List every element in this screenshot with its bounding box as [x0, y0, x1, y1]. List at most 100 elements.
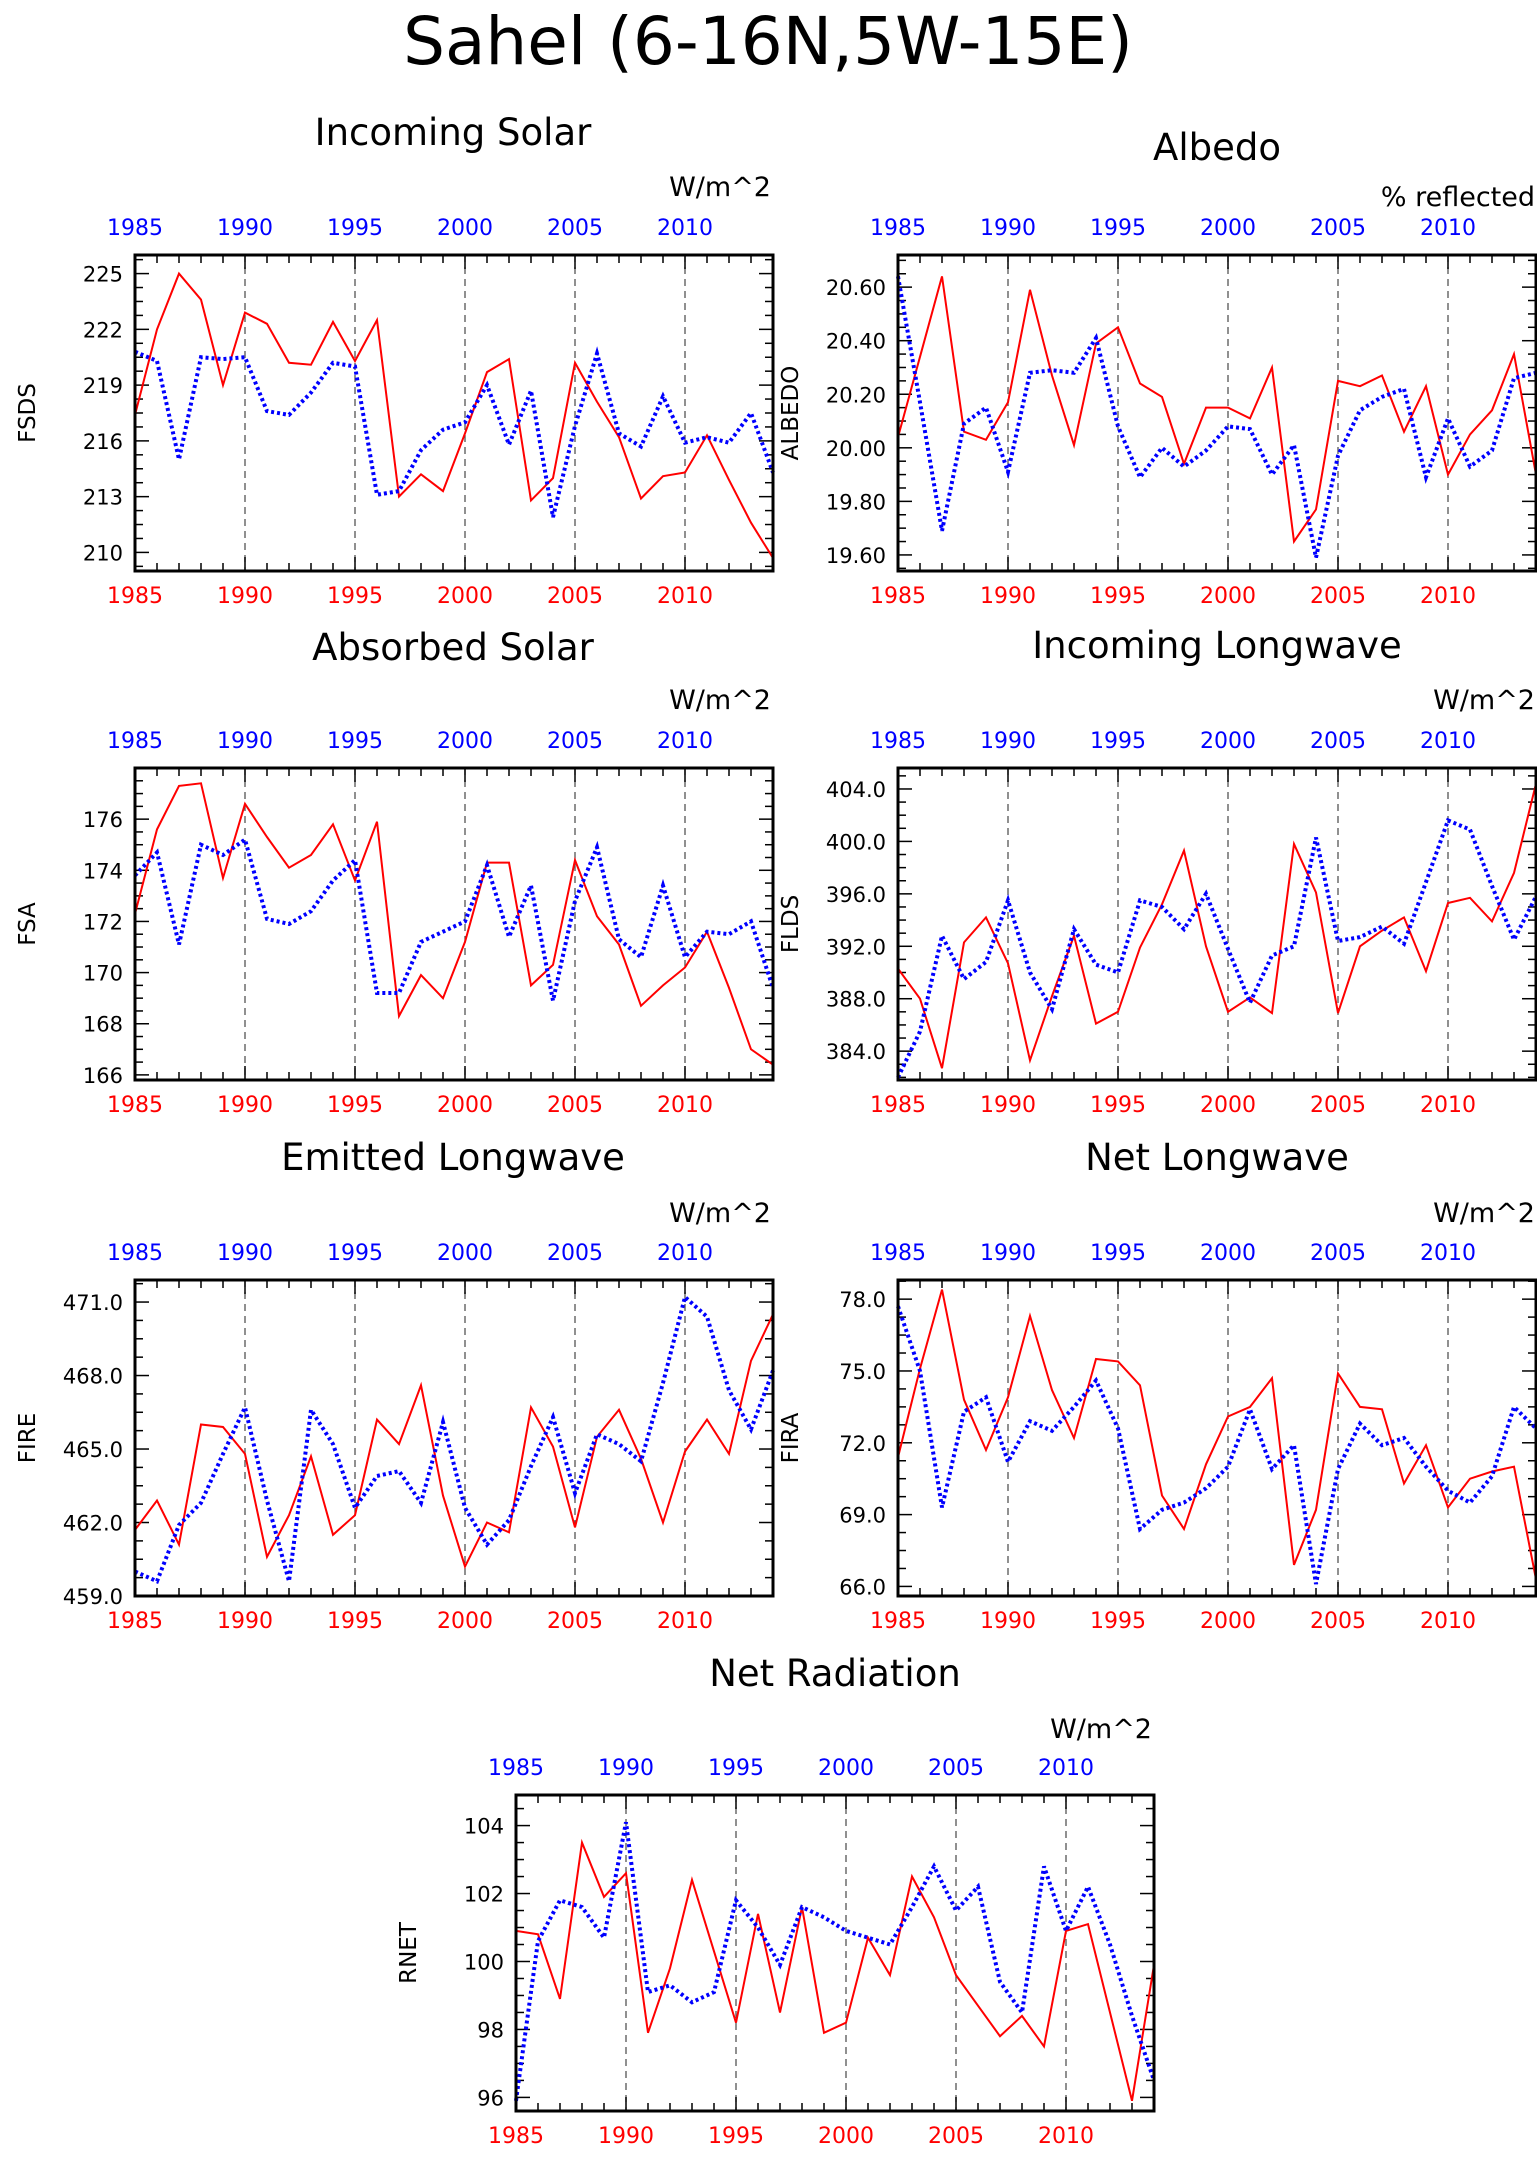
y-tick-label: 384.0: [826, 1040, 886, 1064]
x-tick-label-top: 2005: [547, 1241, 603, 1266]
chart-title: Net Radiation: [709, 1652, 961, 1695]
x-tick-label-top: 2005: [928, 1756, 984, 1781]
x-tick-label-bottom: 1995: [1090, 584, 1146, 609]
x-tick-label-top: 1995: [327, 729, 383, 754]
x-tick-label-bottom: 1985: [488, 2124, 544, 2149]
y-tick-label: 404.0: [826, 778, 886, 802]
y-tick-label: 20.20: [826, 383, 886, 407]
x-tick-label-top: 1990: [980, 216, 1036, 241]
x-tick-label-bottom: 2000: [818, 2124, 874, 2149]
series-line-blue: [896, 1305, 1537, 1585]
y-tick-label: 210: [83, 541, 123, 565]
series-line-red: [897, 783, 1537, 1069]
x-tick-label-bottom: 1995: [327, 1609, 383, 1634]
y-tick-label: 468.0: [63, 1365, 123, 1389]
x-tick-label-bottom: 1990: [217, 1093, 273, 1118]
y-axis-label: FLDS: [778, 895, 804, 953]
x-tick-label-top: 2005: [547, 216, 603, 241]
x-tick-label-bottom: 1985: [870, 584, 926, 609]
y-tick-label: 465.0: [63, 1438, 123, 1462]
x-tick-label-top: 1990: [217, 1241, 273, 1266]
x-tick-label-bottom: 2000: [437, 1609, 493, 1634]
y-axis-label: FSDS: [15, 383, 41, 443]
x-tick-label-top: 2000: [1200, 216, 1256, 241]
x-tick-label-top: 2000: [437, 1241, 493, 1266]
x-tick-label-bottom: 1990: [980, 584, 1036, 609]
x-tick-label-bottom: 2005: [1310, 1093, 1366, 1118]
y-axis-label: FIRE: [15, 1413, 41, 1464]
x-tick-label-bottom: 1985: [107, 1609, 163, 1634]
y-tick-label: 174: [83, 859, 123, 883]
x-tick-label-top: 1985: [107, 1241, 163, 1266]
y-tick-label: 392.0: [826, 935, 886, 959]
x-tick-label-top: 2000: [437, 216, 493, 241]
x-tick-label-bottom: 1990: [217, 1609, 273, 1634]
x-tick-label-top: 2000: [818, 1756, 874, 1781]
plot-frame: [896, 1278, 1537, 1598]
y-tick-label: 388.0: [826, 988, 886, 1012]
x-tick-label-top: 1990: [598, 1756, 654, 1781]
x-tick-label-top: 1985: [488, 1756, 544, 1781]
y-tick-label: 20.60: [826, 276, 886, 300]
y-tick-label: 225: [83, 263, 123, 287]
x-tick-label-top: 2010: [1420, 729, 1476, 754]
plot-frame: [133, 253, 775, 573]
x-tick-label-bottom: 2005: [1310, 584, 1366, 609]
series-line-blue: [134, 346, 775, 518]
x-tick-label-top: 2010: [1420, 1241, 1476, 1266]
x-tick-label-top: 2010: [1038, 1756, 1094, 1781]
x-tick-label-bottom: 1985: [107, 584, 163, 609]
series-line-blue: [896, 276, 1537, 559]
x-tick-label-bottom: 2000: [1200, 1609, 1256, 1634]
x-tick-label-bottom: 1995: [1090, 1609, 1146, 1634]
series-line-red: [134, 1313, 774, 1570]
chart-panel-3: Absorbed Solar W/m^2 166 168 170 172 174 176 198…: [15, 626, 775, 1118]
x-tick-label-top: 1985: [870, 729, 926, 754]
plot-frame: [133, 1278, 775, 1598]
y-tick-label: 471.0: [63, 1291, 123, 1315]
series-line-red: [897, 276, 1537, 545]
series-line-blue: [133, 836, 775, 1002]
x-tick-label-top: 2005: [1310, 1241, 1366, 1266]
x-tick-label-top: 1995: [327, 216, 383, 241]
x-tick-label-top: 1995: [1090, 216, 1146, 241]
x-tick-label-bottom: 2010: [1038, 2124, 1094, 2149]
y-tick-label: 172: [83, 910, 123, 934]
y-tick-label: 462.0: [63, 1512, 123, 1536]
x-tick-label-top: 2000: [1200, 1241, 1256, 1266]
y-tick-label: 213: [83, 486, 123, 510]
y-tick-label: 20.40: [826, 330, 886, 354]
y-tick-label: 20.00: [826, 437, 886, 461]
units-label: W/m^2: [669, 172, 771, 203]
y-tick-label: 396.0: [826, 883, 886, 907]
chart-panel-4: Incoming Longwave W/m^2 384.0 388.0 392.0 396…: [778, 624, 1537, 1118]
y-tick-label: 400.0: [826, 830, 886, 854]
x-tick-label-bottom: 1995: [327, 584, 383, 609]
x-tick-label-bottom: 2010: [657, 1609, 713, 1634]
chart-title: Emitted Longwave: [281, 1136, 625, 1179]
y-tick-label: 459.0: [63, 1585, 123, 1609]
y-axis-label: ALBEDO: [778, 366, 804, 461]
units-label: % reflected: [1381, 182, 1535, 213]
x-tick-label-bottom: 1995: [327, 1093, 383, 1118]
x-tick-label-bottom: 2000: [1200, 584, 1256, 609]
x-tick-label-top: 1985: [107, 729, 163, 754]
y-tick-label: 19.80: [826, 490, 886, 514]
y-tick-label: 19.60: [826, 544, 886, 568]
x-tick-label-bottom: 1990: [217, 584, 273, 609]
x-tick-label-top: 2005: [1310, 729, 1366, 754]
y-tick-label: 102: [464, 1883, 504, 1907]
series-line-blue: [514, 1821, 1156, 2102]
series-line-red: [134, 782, 774, 1066]
chart-panel-2: Albedo % reflected 19.60 19.80 20.00 20.20 20.…: [778, 126, 1537, 609]
y-tick-label: 72.0: [839, 1432, 886, 1456]
series-line-red: [897, 1289, 1537, 1580]
chart-panel-5: Emitted Longwave W/m^2 459.0 462.0 465.0 468.…: [15, 1136, 775, 1634]
x-tick-label-top: 2010: [657, 216, 713, 241]
plot-frame: [896, 766, 1537, 1082]
y-tick-label: 75.0: [839, 1360, 886, 1384]
y-tick-label: 168: [83, 1013, 123, 1037]
x-tick-label-bottom: 1990: [980, 1093, 1036, 1118]
plot-frame: [133, 766, 775, 1082]
